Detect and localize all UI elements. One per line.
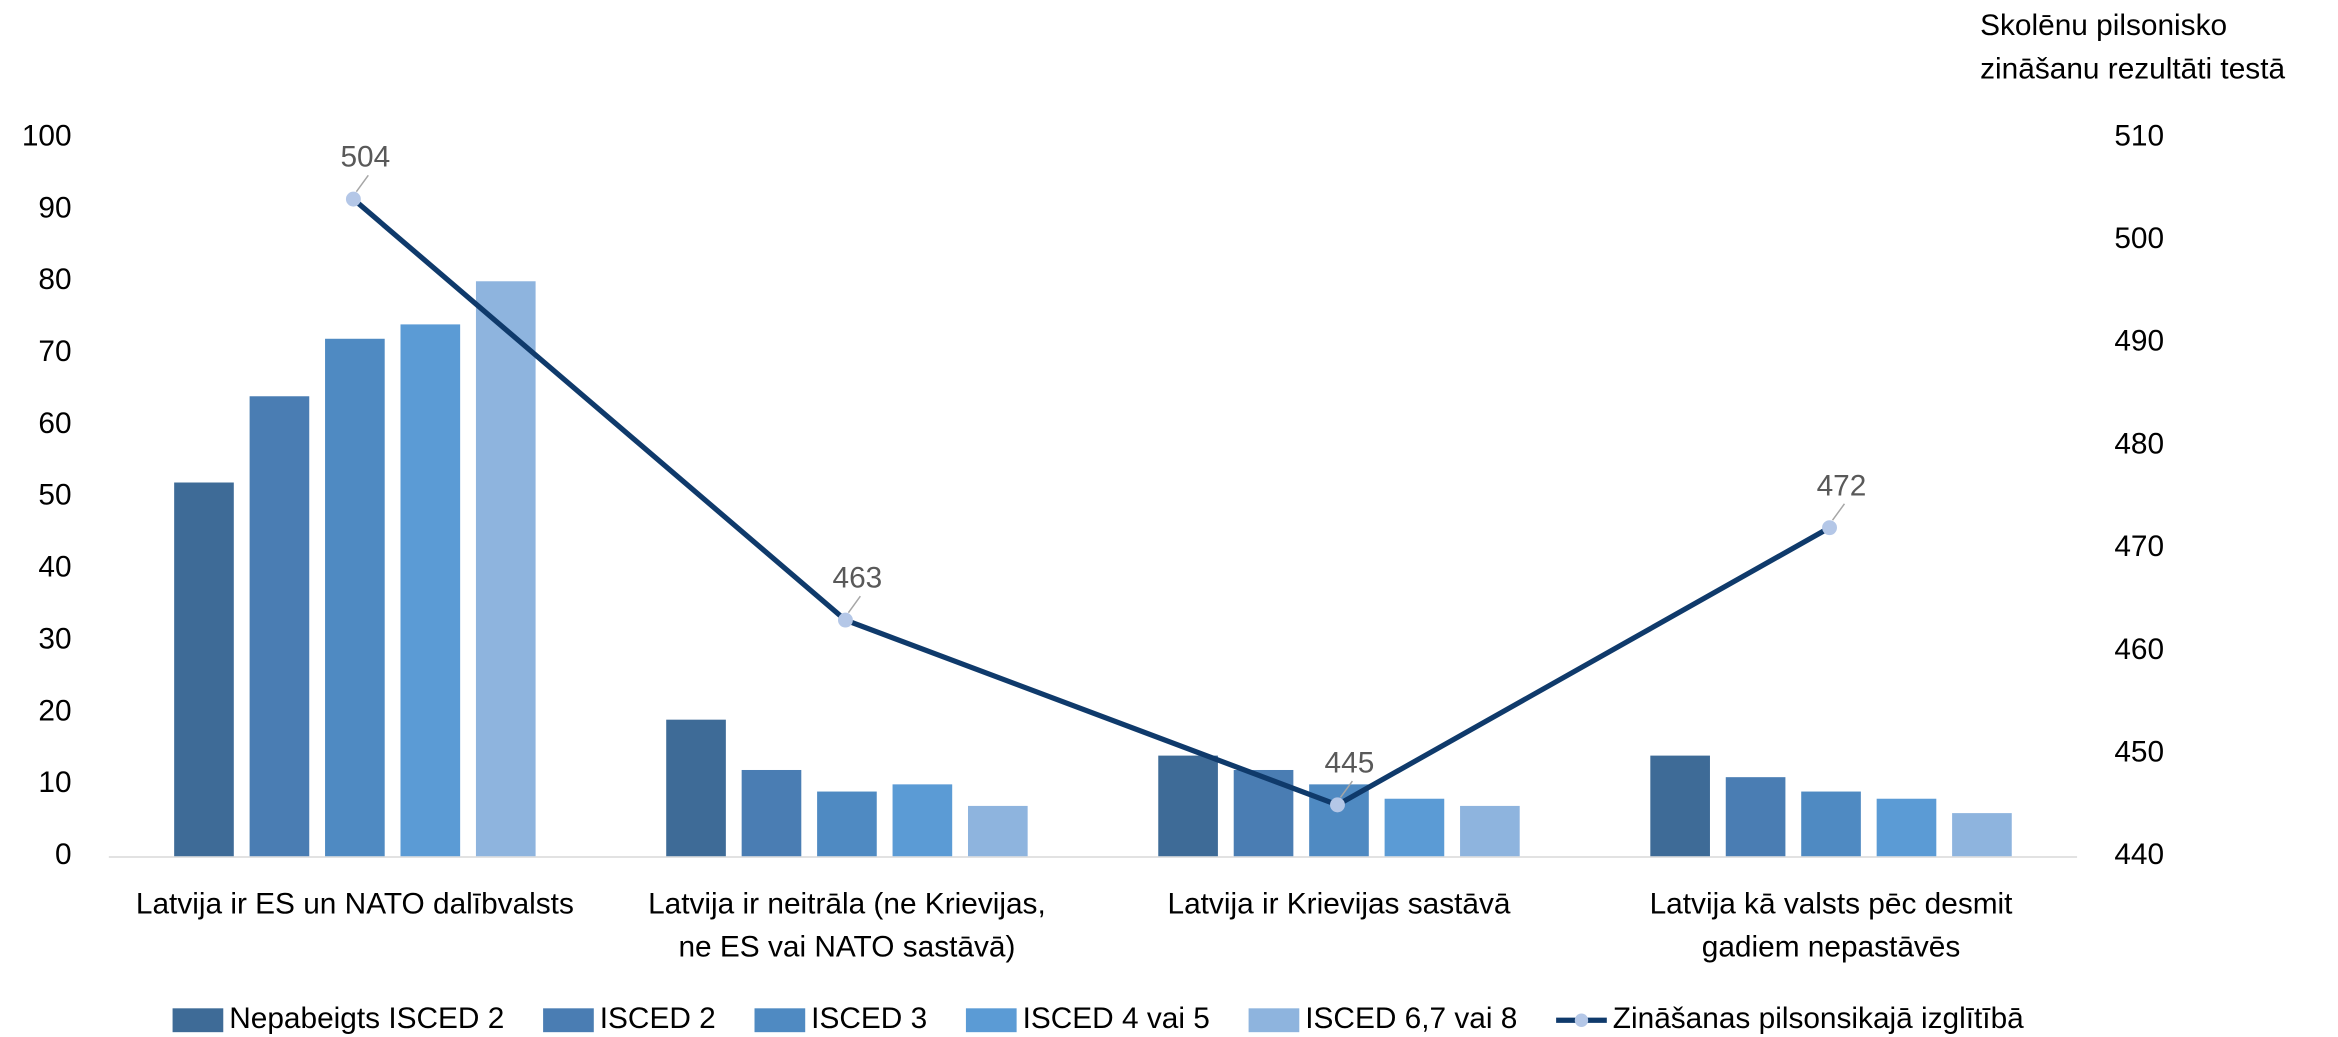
legend-label: Zināšanas pilsonsikajā izglītībā [1613, 1002, 2024, 1035]
y-tick-label: 80 [38, 263, 71, 296]
legend-label: ISCED 4 vai 5 [1023, 1002, 1210, 1035]
bar [817, 791, 877, 857]
y2-tick-label: 460 [2114, 633, 2164, 666]
bar [1801, 791, 1861, 857]
x-tick-label: Latvija ir ES un NATO dalībvalsts [136, 887, 574, 920]
y2-tick-label: 450 [2114, 735, 2164, 768]
x-tick-label: Latvija kā valsts pēc desmit [1650, 887, 2014, 920]
bar [1725, 777, 1786, 857]
bar [1384, 798, 1445, 857]
x-tick-label: Latvija ir neitrāla (ne Krievijas, [648, 887, 1046, 920]
bar [666, 719, 726, 857]
legend-swatch [543, 1008, 594, 1033]
y-tick-label: 30 [38, 622, 71, 655]
leader-line [355, 174, 369, 193]
legend: Nepabeigts ISCED 2 ISCED 2 ISCED 3 ISCED 4 … [172, 1002, 2024, 1035]
legend-label: ISCED 3 [811, 1002, 927, 1035]
y2-tick-label: 480 [2114, 427, 2164, 460]
bar [1460, 805, 1520, 857]
leader-line [1831, 503, 1846, 521]
legend-swatch [172, 1008, 224, 1033]
bar [1876, 798, 1937, 857]
line-marker [345, 191, 361, 207]
y-tick-label: 50 [38, 479, 71, 512]
y-tick-label: 0 [55, 838, 72, 871]
x-tick-label: Latvija ir Krievijas sastāvā [1167, 887, 1510, 920]
bar [400, 324, 461, 857]
y-tick-label: 60 [38, 407, 71, 440]
bar [1952, 813, 2012, 857]
bar [174, 482, 234, 857]
data-label: 472 [1817, 469, 1867, 502]
line-marker [837, 612, 853, 628]
legend-swatch [754, 1008, 806, 1033]
data-label: 445 [1325, 747, 1375, 780]
y2-tick-label: 440 [2114, 838, 2164, 871]
bar [1158, 755, 1218, 857]
y2-tick-label: 510 [2114, 119, 2164, 152]
legend-marker [1574, 1013, 1589, 1027]
line-marker [1330, 797, 1345, 813]
leader-line [1339, 780, 1354, 798]
bar [325, 338, 385, 857]
y2-axis-title: Skolēnu pilsonisko [1980, 9, 2227, 42]
y2-tick-label: 470 [2114, 530, 2164, 563]
legend-swatch [1248, 1008, 1300, 1033]
y2-tick-label: 490 [2114, 325, 2164, 358]
y-tick-label: 40 [38, 551, 71, 584]
bar [249, 396, 310, 857]
y-tick-label: 20 [38, 694, 71, 727]
y-tick-label: 90 [38, 191, 71, 224]
data-label: 504 [340, 141, 390, 174]
data-label: 463 [832, 562, 882, 595]
x-tick-label: gadiem nepastāvēs [1702, 931, 1961, 964]
x-tick-label: ne ES vai NATO sastāvā) [678, 931, 1015, 964]
bar [741, 769, 802, 857]
legend-label: ISCED 2 [600, 1002, 716, 1035]
legend-swatch [965, 1008, 1017, 1033]
bar [1650, 755, 1710, 857]
y2-axis-title: zināšanu rezultāti testā [1980, 52, 2285, 85]
y-tick-label: 10 [38, 766, 71, 799]
bar [892, 784, 953, 857]
y-tick-label: 70 [38, 335, 71, 368]
line-marker [1822, 520, 1837, 536]
bar [475, 281, 536, 857]
y2-tick-label: 500 [2114, 222, 2164, 255]
y-tick-label: 100 [22, 119, 72, 152]
leader-line [847, 595, 861, 614]
bar [968, 805, 1028, 857]
line [351, 197, 1831, 808]
legend-label: ISCED 6,7 vai 8 [1305, 1002, 1517, 1035]
legend-label: Nepabeigts ISCED 2 [229, 1002, 504, 1035]
